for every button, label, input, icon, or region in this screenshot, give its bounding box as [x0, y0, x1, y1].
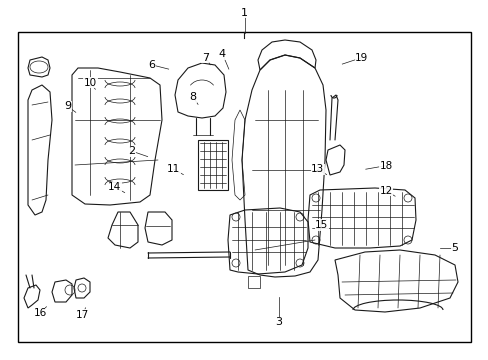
- Text: 14: 14: [108, 182, 122, 192]
- Text: 18: 18: [379, 161, 392, 171]
- Text: 10: 10: [84, 78, 97, 88]
- Text: 6: 6: [148, 60, 155, 70]
- Text: 13: 13: [310, 164, 324, 174]
- Text: 17: 17: [75, 310, 89, 320]
- Text: 5: 5: [450, 243, 457, 253]
- Text: 15: 15: [314, 220, 328, 230]
- Text: 16: 16: [33, 308, 47, 318]
- Text: 1: 1: [241, 8, 247, 18]
- Text: 12: 12: [379, 186, 392, 196]
- Text: 11: 11: [166, 164, 180, 174]
- Bar: [18, 32, 470, 342]
- Text: 2: 2: [128, 146, 135, 156]
- Text: 19: 19: [354, 53, 368, 63]
- Text: 3: 3: [275, 317, 282, 327]
- Text: 8: 8: [189, 92, 196, 102]
- Text: 7: 7: [202, 53, 208, 63]
- Text: 4: 4: [219, 49, 225, 59]
- Text: 9: 9: [64, 101, 71, 111]
